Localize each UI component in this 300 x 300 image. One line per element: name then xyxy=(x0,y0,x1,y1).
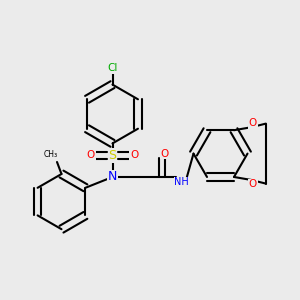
Text: N: N xyxy=(108,170,117,184)
Text: O: O xyxy=(249,179,257,189)
Text: O: O xyxy=(249,118,257,128)
Text: S: S xyxy=(109,149,116,162)
Text: O: O xyxy=(130,150,138,161)
Text: CH₃: CH₃ xyxy=(44,150,58,159)
Text: O: O xyxy=(87,150,95,161)
Text: O: O xyxy=(161,149,169,159)
Text: NH: NH xyxy=(174,177,189,188)
Text: Cl: Cl xyxy=(107,63,118,73)
